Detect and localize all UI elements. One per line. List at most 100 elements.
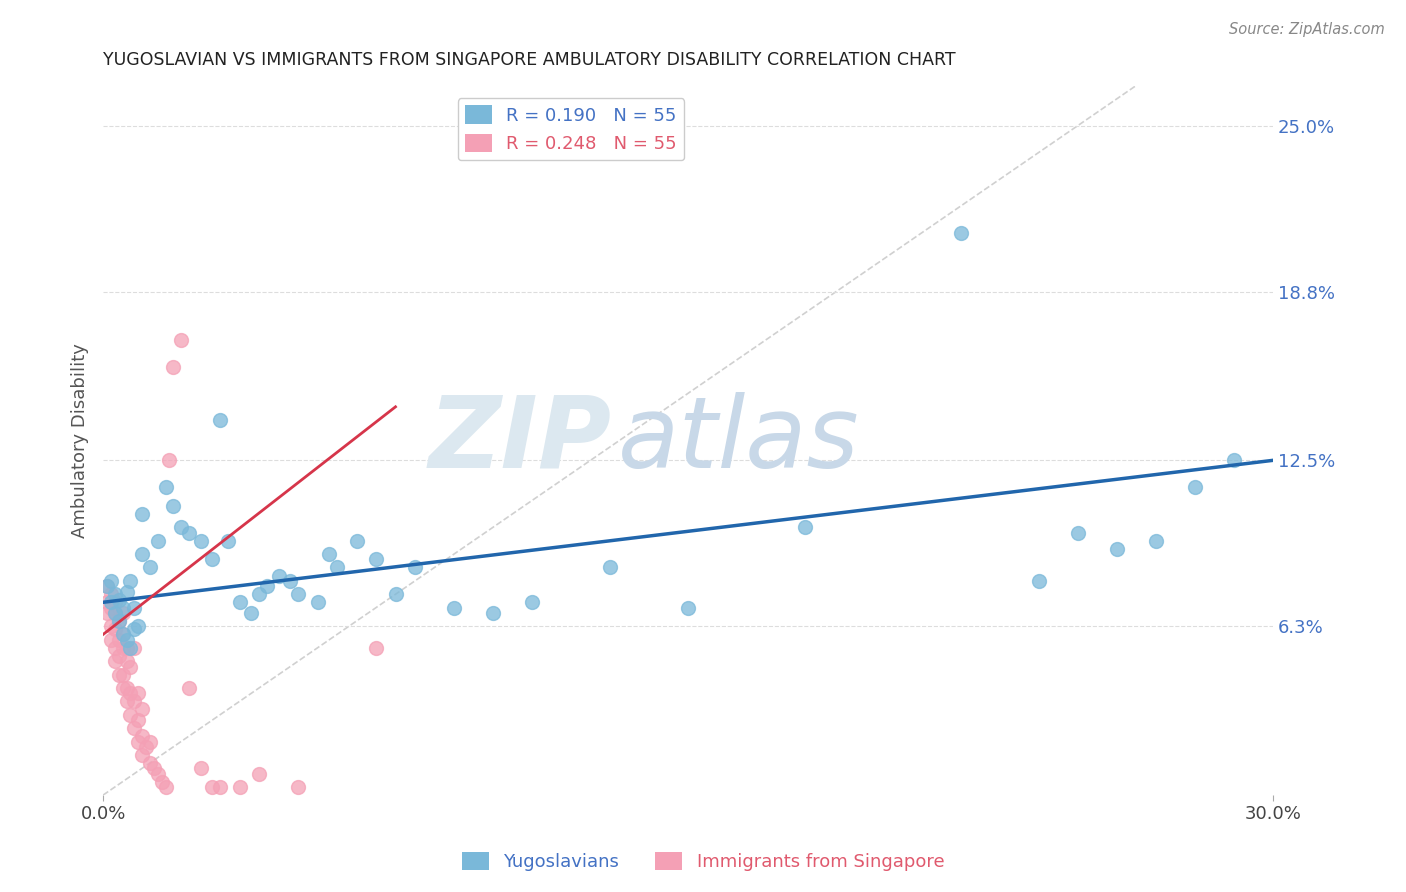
Point [100,619,122,633]
Point [326,560,349,574]
Point [364,640,387,655]
Point [124,600,146,615]
Point [278,574,301,588]
Point [1028,574,1050,588]
Point [520,595,543,609]
Point [131,702,153,716]
Point [111,640,134,655]
Point [287,780,309,794]
Point [949,226,972,240]
Point [256,579,278,593]
Point [364,552,387,566]
Point [120,640,142,655]
Point [217,533,239,548]
Point [111,627,134,641]
Point [120,574,142,588]
Point [1105,541,1128,556]
Point [111,667,134,681]
Point [104,622,127,636]
Point [1144,533,1167,548]
Point [104,587,127,601]
Point [201,780,224,794]
Point [124,622,146,636]
Point [307,595,329,609]
Point [120,659,142,673]
Point [96,579,118,593]
Point [111,600,134,615]
Point [150,774,173,789]
Point [228,595,250,609]
Point [104,606,127,620]
Text: Source: ZipAtlas.com: Source: ZipAtlas.com [1229,22,1385,37]
Point [104,654,127,668]
Point [146,766,169,780]
Point [139,756,162,770]
Point [135,739,157,754]
Point [155,480,177,494]
Point [107,667,129,681]
Point [162,359,184,374]
Text: YUGOSLAVIAN VS IMMIGRANTS FROM SINGAPORE AMBULATORY DISABILITY CORRELATION CHART: YUGOSLAVIAN VS IMMIGRANTS FROM SINGAPORE… [103,51,956,69]
Point [142,761,165,775]
Point [131,547,153,561]
Point [127,713,149,727]
Text: atlas: atlas [617,392,859,489]
Legend: R = 0.190   N = 55, R = 0.248   N = 55: R = 0.190 N = 55, R = 0.248 N = 55 [457,98,685,161]
Point [104,606,127,620]
Point [111,606,134,620]
Point [404,560,426,574]
Point [287,587,309,601]
Point [599,560,621,574]
Point [111,681,134,695]
Point [247,766,270,780]
Point [100,574,122,588]
Point [267,568,290,582]
Point [190,761,212,775]
Point [96,579,118,593]
Point [170,520,193,534]
Point [96,606,118,620]
Point [127,686,149,700]
Point [100,600,122,615]
Text: ZIP: ZIP [429,392,612,489]
Point [676,600,699,615]
Point [482,606,505,620]
Point [209,780,232,794]
Point [139,560,162,574]
Point [131,507,153,521]
Point [157,453,180,467]
Point [115,681,138,695]
Point [384,587,406,601]
Point [124,694,146,708]
Point [127,734,149,748]
Point [115,694,138,708]
Y-axis label: Ambulatory Disability: Ambulatory Disability [72,343,89,538]
Point [170,333,193,347]
Point [346,533,368,548]
Point [162,499,184,513]
Point [107,632,129,647]
Point [127,619,149,633]
Point [131,729,153,743]
Point [100,595,122,609]
Point [793,520,815,534]
Point [115,640,138,655]
Point [104,595,127,609]
Point [318,547,340,561]
Point [146,533,169,548]
Point [209,413,232,427]
Point [124,721,146,735]
Point [443,600,465,615]
Point [228,780,250,794]
Point [115,584,138,599]
Point [247,587,270,601]
Point [107,614,129,628]
Point [155,780,177,794]
Point [120,707,142,722]
Point [100,587,122,601]
Point [1222,453,1244,467]
Point [104,640,127,655]
Point [111,627,134,641]
Point [124,640,146,655]
Point [115,632,138,647]
